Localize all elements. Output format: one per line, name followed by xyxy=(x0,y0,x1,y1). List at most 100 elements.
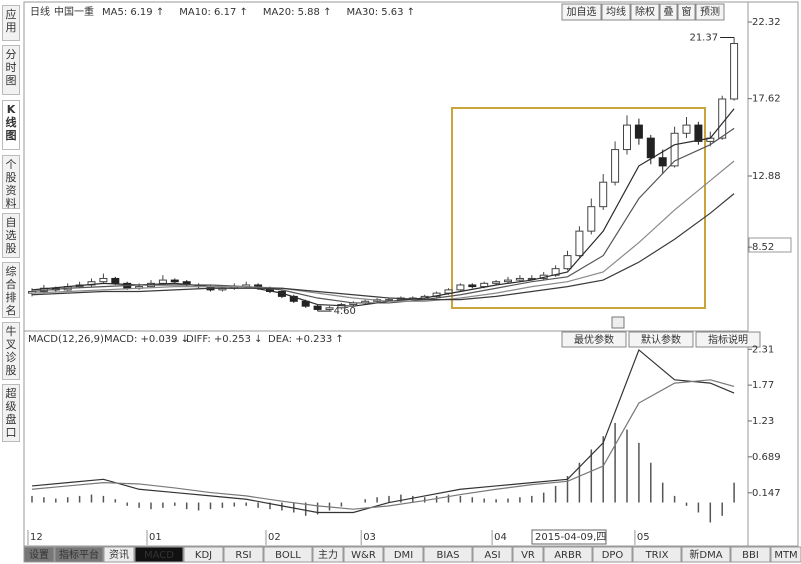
tab[interactable] xyxy=(183,546,224,563)
price-flag xyxy=(748,237,792,253)
candle-body xyxy=(646,137,655,159)
toolbar-button-label[interactable]: 预测 xyxy=(700,5,720,18)
candle-body xyxy=(718,98,727,139)
tab[interactable] xyxy=(730,546,771,563)
tab-label[interactable]: 指标平台 xyxy=(59,548,99,561)
cursor-label: 2015-04-09,四 xyxy=(535,532,606,543)
legend-entry: DEA: +0.233 ↑ xyxy=(268,334,344,345)
tab-label[interactable]: MTM xyxy=(774,550,797,561)
indicator-title: MACD(12,26,9) xyxy=(28,334,104,345)
toolbar-button[interactable] xyxy=(695,3,725,21)
toolbar-button-label[interactable]: 窗 xyxy=(682,5,692,18)
candle-body xyxy=(111,277,120,284)
indicator-button[interactable] xyxy=(695,331,761,348)
tab[interactable] xyxy=(592,546,633,563)
toolbar-button[interactable] xyxy=(630,3,660,21)
tab[interactable] xyxy=(543,546,593,563)
tab[interactable] xyxy=(223,546,264,563)
ma-line xyxy=(31,127,735,304)
x-tick-label: 02 xyxy=(268,532,281,543)
tab[interactable] xyxy=(134,546,184,563)
toolbar-button[interactable] xyxy=(677,3,696,21)
y-tick-label: 17.62 xyxy=(752,94,781,105)
sidebar-button[interactable]: 超级盘口 xyxy=(2,384,20,442)
tab-label[interactable]: 主力 xyxy=(318,548,338,561)
toolbar-button-label[interactable]: 加自选 xyxy=(567,5,597,18)
indicator-button[interactable] xyxy=(561,331,627,348)
candle-body xyxy=(563,255,572,270)
sidebar-button[interactable]: 综合排名 xyxy=(2,262,20,318)
toolbar-button-label[interactable]: 除权 xyxy=(635,5,655,18)
candle-body xyxy=(634,124,643,139)
candle-body xyxy=(658,157,667,167)
tab-label[interactable]: BIAS xyxy=(437,550,460,561)
sidebar-button[interactable]: 应用 xyxy=(2,5,20,41)
candle-body xyxy=(730,43,739,100)
tab[interactable] xyxy=(343,546,384,563)
tab-label[interactable]: ASI xyxy=(484,550,500,561)
tab-label[interactable]: DPO xyxy=(602,550,624,561)
tab[interactable] xyxy=(632,546,682,563)
tab-label[interactable]: W&R xyxy=(351,550,376,561)
indicator-button-label[interactable]: 指标说明 xyxy=(708,333,748,346)
tab-label[interactable]: TRIX xyxy=(645,550,669,561)
candle-body xyxy=(515,277,524,281)
x-tick-label: 03 xyxy=(363,532,376,543)
tab[interactable] xyxy=(512,546,544,563)
tab[interactable] xyxy=(312,546,344,563)
indicator-button[interactable] xyxy=(628,331,694,348)
toolbar-button-label[interactable]: 叠 xyxy=(664,6,674,18)
candle-body xyxy=(611,149,620,183)
candle-body xyxy=(575,230,584,257)
tab[interactable] xyxy=(103,546,135,563)
tab-label[interactable]: MACD xyxy=(144,550,174,561)
sidebar-button[interactable]: 自选股 xyxy=(2,213,20,258)
ma-line xyxy=(31,193,735,301)
tab[interactable] xyxy=(54,546,104,563)
tab-label[interactable]: BBI xyxy=(742,550,759,561)
candle-body xyxy=(456,284,465,291)
indicator-button-label[interactable]: 默认参数 xyxy=(641,333,681,346)
min-label: 4.60 xyxy=(334,306,356,317)
tab[interactable] xyxy=(423,546,473,563)
tab-label[interactable]: RSI xyxy=(235,550,251,561)
toolbar-button[interactable] xyxy=(601,3,631,21)
x-tick-label: 04 xyxy=(494,532,507,543)
highlight-box xyxy=(451,107,706,309)
ma-line xyxy=(31,160,735,302)
indicator-button-label[interactable]: 最优参数 xyxy=(574,333,614,346)
max-label: 21.37 xyxy=(689,32,718,43)
tab-label[interactable]: 设置 xyxy=(29,549,49,561)
tab[interactable] xyxy=(23,546,55,563)
tab[interactable] xyxy=(472,546,513,563)
macd-line xyxy=(31,379,735,510)
tab-label[interactable]: KDJ xyxy=(195,550,212,561)
y-tick-label: 2.31 xyxy=(752,344,774,355)
y-tick-label: 1.23 xyxy=(752,416,774,427)
sidebar-button[interactable]: 个股资料 xyxy=(2,155,20,210)
tab-label[interactable]: DMI xyxy=(394,550,413,561)
tab[interactable] xyxy=(263,546,313,563)
toolbar-button[interactable] xyxy=(659,3,678,21)
candle-body xyxy=(623,124,631,151)
tab[interactable] xyxy=(770,546,801,563)
tab-label[interactable]: 资讯 xyxy=(109,549,129,561)
candle-body xyxy=(158,279,167,284)
candle-body xyxy=(170,279,179,283)
tab[interactable] xyxy=(681,546,731,563)
toolbar-button-label[interactable]: 均线 xyxy=(606,5,626,18)
candle-body xyxy=(313,305,322,310)
candle-body xyxy=(492,281,501,284)
x-tick-label: 05 xyxy=(637,532,650,543)
sidebar-button[interactable]: 牛叉诊股 xyxy=(2,322,20,380)
toolbar-button[interactable] xyxy=(561,3,602,21)
y-tick-label: 1.77 xyxy=(752,380,774,391)
tab-label[interactable]: BOLL xyxy=(275,550,301,561)
sidebar-button[interactable]: 分时图 xyxy=(2,45,20,95)
candle-body xyxy=(385,299,393,302)
sidebar-button[interactable]: K线图 xyxy=(2,100,20,150)
tab-label[interactable]: 新DMA xyxy=(689,548,722,561)
tab-label[interactable]: VR xyxy=(521,550,535,561)
tab-label[interactable]: ARBR xyxy=(554,550,582,561)
tab[interactable] xyxy=(383,546,424,563)
